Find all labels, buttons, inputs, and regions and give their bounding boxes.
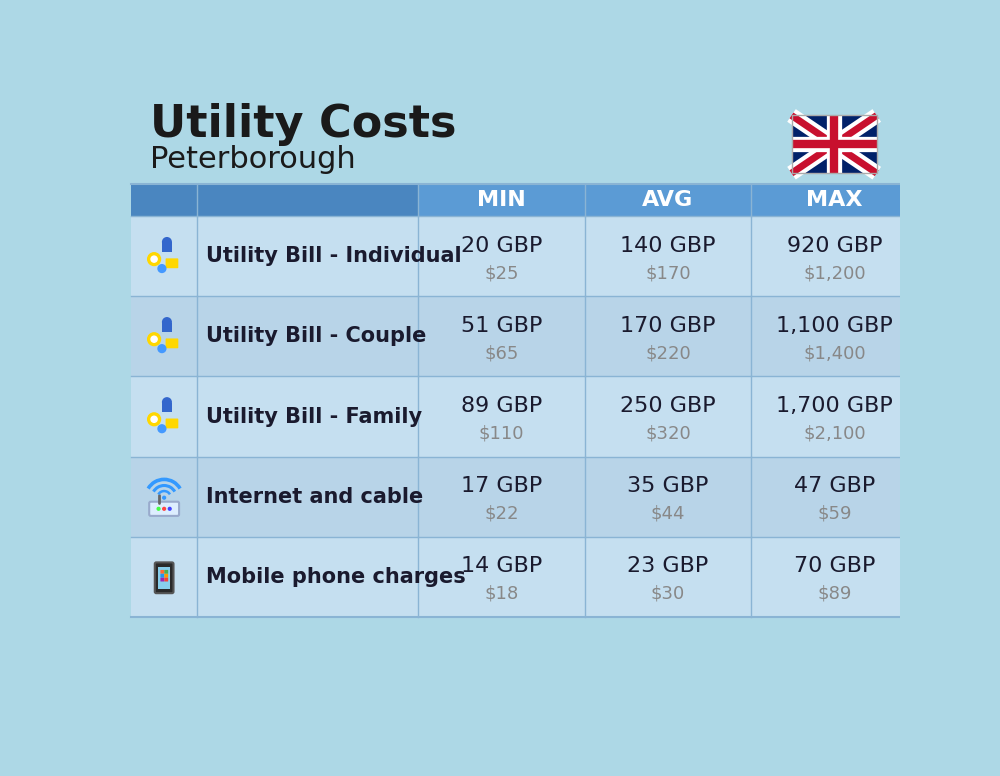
FancyBboxPatch shape bbox=[164, 577, 168, 581]
Text: 70 GBP: 70 GBP bbox=[794, 556, 875, 576]
FancyBboxPatch shape bbox=[131, 296, 918, 376]
FancyBboxPatch shape bbox=[585, 184, 751, 217]
FancyBboxPatch shape bbox=[792, 116, 877, 173]
Text: $220: $220 bbox=[645, 345, 691, 362]
FancyBboxPatch shape bbox=[160, 577, 164, 581]
FancyBboxPatch shape bbox=[751, 184, 918, 217]
FancyBboxPatch shape bbox=[131, 456, 918, 537]
FancyBboxPatch shape bbox=[131, 537, 918, 617]
Circle shape bbox=[158, 265, 166, 272]
FancyBboxPatch shape bbox=[197, 184, 418, 217]
Text: $170: $170 bbox=[645, 265, 691, 282]
Circle shape bbox=[168, 508, 171, 510]
FancyBboxPatch shape bbox=[162, 323, 172, 332]
Circle shape bbox=[163, 497, 166, 499]
Text: $110: $110 bbox=[479, 424, 524, 442]
Text: $18: $18 bbox=[484, 584, 518, 603]
Text: $1,200: $1,200 bbox=[803, 265, 866, 282]
Text: $320: $320 bbox=[645, 424, 691, 442]
FancyBboxPatch shape bbox=[131, 217, 918, 296]
FancyBboxPatch shape bbox=[166, 338, 178, 348]
Text: $59: $59 bbox=[817, 504, 852, 522]
Circle shape bbox=[163, 508, 166, 510]
Circle shape bbox=[151, 336, 157, 342]
FancyBboxPatch shape bbox=[166, 418, 178, 428]
FancyBboxPatch shape bbox=[164, 570, 168, 573]
Text: $30: $30 bbox=[651, 584, 685, 603]
Text: Internet and cable: Internet and cable bbox=[206, 487, 424, 507]
Text: 140 GBP: 140 GBP bbox=[620, 236, 716, 255]
Text: Utility Bill - Couple: Utility Bill - Couple bbox=[206, 327, 427, 346]
Text: $22: $22 bbox=[484, 504, 519, 522]
Circle shape bbox=[148, 413, 161, 426]
Text: $65: $65 bbox=[484, 345, 518, 362]
Circle shape bbox=[162, 317, 172, 327]
Text: 14 GBP: 14 GBP bbox=[461, 556, 542, 576]
Text: 35 GBP: 35 GBP bbox=[627, 476, 709, 496]
Text: 51 GBP: 51 GBP bbox=[461, 316, 542, 336]
Circle shape bbox=[151, 256, 157, 262]
Text: $1,400: $1,400 bbox=[803, 345, 866, 362]
FancyBboxPatch shape bbox=[164, 573, 168, 577]
Text: $89: $89 bbox=[817, 584, 852, 603]
FancyBboxPatch shape bbox=[162, 403, 172, 412]
Circle shape bbox=[162, 397, 172, 407]
Text: 23 GBP: 23 GBP bbox=[627, 556, 709, 576]
FancyBboxPatch shape bbox=[131, 376, 918, 456]
Text: Utility Bill - Individual: Utility Bill - Individual bbox=[206, 246, 462, 266]
Circle shape bbox=[158, 345, 166, 352]
Text: 1,700 GBP: 1,700 GBP bbox=[776, 396, 893, 416]
FancyBboxPatch shape bbox=[160, 573, 164, 577]
Circle shape bbox=[148, 333, 161, 345]
FancyBboxPatch shape bbox=[160, 570, 164, 573]
Text: 170 GBP: 170 GBP bbox=[620, 316, 716, 336]
Circle shape bbox=[151, 416, 157, 422]
Circle shape bbox=[158, 424, 166, 432]
FancyBboxPatch shape bbox=[149, 502, 179, 516]
Text: 20 GBP: 20 GBP bbox=[461, 236, 542, 255]
Text: Utility Bill - Family: Utility Bill - Family bbox=[206, 407, 422, 427]
Text: $44: $44 bbox=[651, 504, 685, 522]
Text: 17 GBP: 17 GBP bbox=[461, 476, 542, 496]
Text: Peterborough: Peterborough bbox=[150, 145, 356, 174]
Text: 250 GBP: 250 GBP bbox=[620, 396, 716, 416]
Text: Mobile phone charges: Mobile phone charges bbox=[206, 566, 466, 587]
FancyBboxPatch shape bbox=[162, 242, 172, 252]
Text: 1,100 GBP: 1,100 GBP bbox=[776, 316, 893, 336]
Circle shape bbox=[157, 508, 160, 510]
Text: MAX: MAX bbox=[806, 190, 863, 210]
Text: Utility Costs: Utility Costs bbox=[150, 103, 456, 146]
Circle shape bbox=[148, 253, 161, 265]
Text: 920 GBP: 920 GBP bbox=[787, 236, 882, 255]
Text: $25: $25 bbox=[484, 265, 519, 282]
FancyBboxPatch shape bbox=[155, 563, 173, 593]
Text: $2,100: $2,100 bbox=[803, 424, 866, 442]
Text: 47 GBP: 47 GBP bbox=[794, 476, 875, 496]
Text: MIN: MIN bbox=[477, 190, 526, 210]
FancyBboxPatch shape bbox=[158, 566, 170, 589]
Text: AVG: AVG bbox=[642, 190, 694, 210]
Circle shape bbox=[162, 237, 172, 247]
FancyBboxPatch shape bbox=[418, 184, 585, 217]
FancyBboxPatch shape bbox=[131, 184, 197, 217]
Text: 89 GBP: 89 GBP bbox=[461, 396, 542, 416]
FancyBboxPatch shape bbox=[166, 258, 178, 268]
